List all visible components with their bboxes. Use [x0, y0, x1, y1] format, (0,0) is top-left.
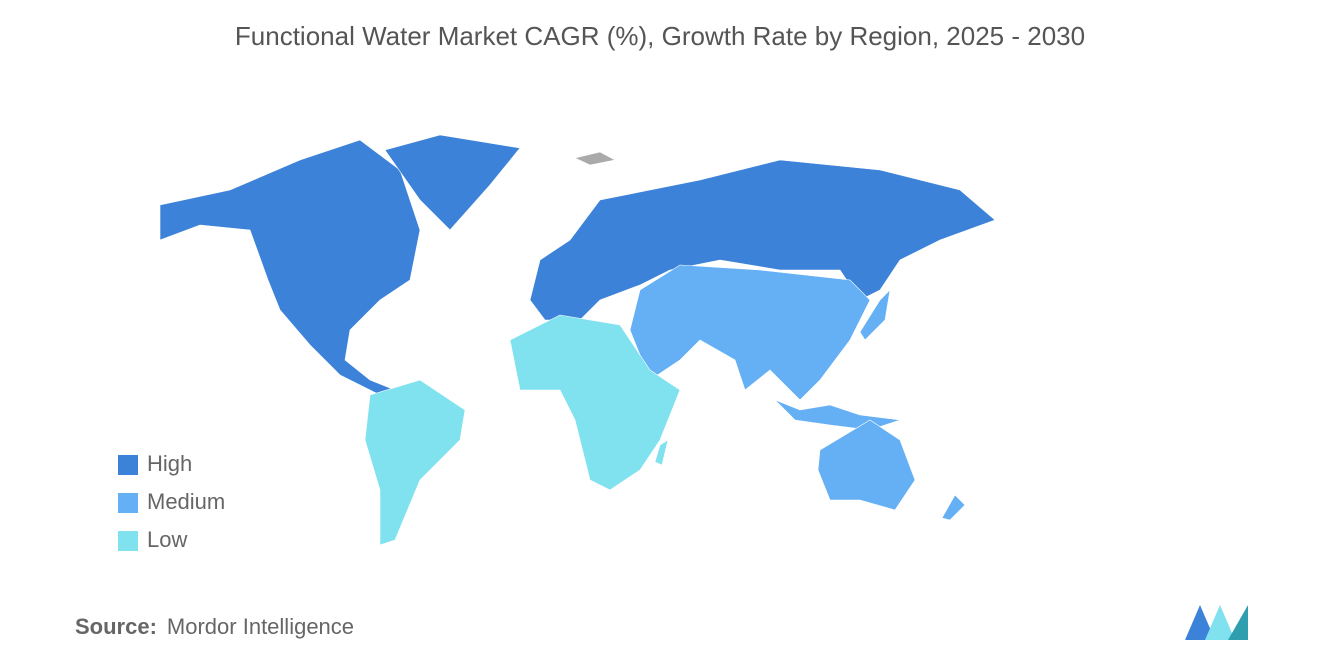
- madagascar: [654, 439, 669, 466]
- legend-label: Medium: [147, 489, 225, 514]
- north-america: [159, 139, 421, 396]
- source-text: Mordor Intelligence: [167, 614, 354, 639]
- australia: [817, 419, 916, 511]
- south-america: [364, 379, 466, 546]
- africa: [509, 314, 681, 491]
- world-map: [159, 134, 996, 546]
- source: Source: Mordor Intelligence: [75, 614, 354, 639]
- legend: High Medium Low: [118, 451, 225, 552]
- europe-russia: [529, 159, 996, 321]
- japan: [859, 289, 891, 341]
- new-zealand: [941, 494, 966, 521]
- legend-swatch: [118, 531, 138, 551]
- legend-swatch: [118, 493, 138, 513]
- greenland: [384, 134, 521, 231]
- legend-label: High: [147, 451, 192, 476]
- source-label: Source:: [75, 614, 157, 639]
- indonesia: [774, 399, 901, 431]
- legend-swatch: [118, 455, 138, 475]
- asia: [629, 264, 871, 401]
- legend-label: Low: [147, 527, 187, 552]
- no-data-region: [574, 151, 616, 166]
- logo: [1185, 605, 1248, 640]
- map-title: Functional Water Market CAGR (%), Growth…: [235, 21, 1085, 51]
